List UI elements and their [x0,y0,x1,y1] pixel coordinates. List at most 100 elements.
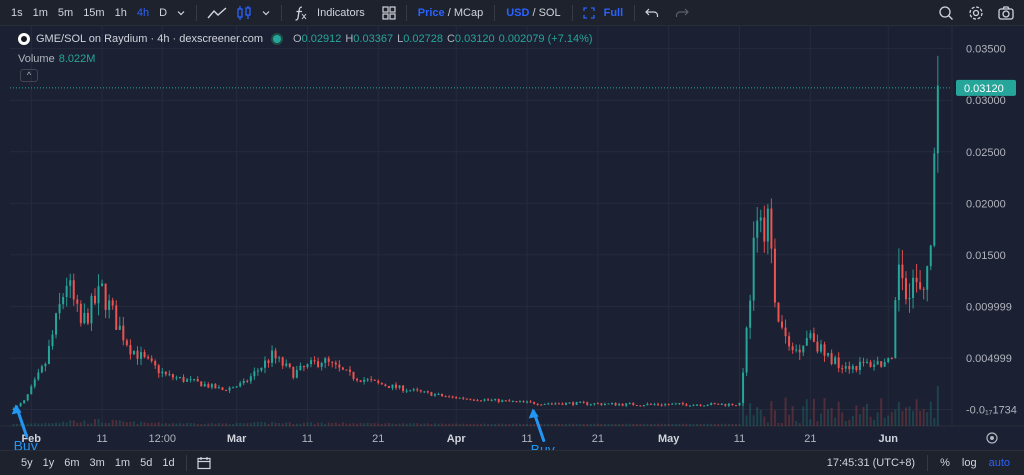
candle-body [444,396,447,398]
candle-body [472,399,475,401]
chart-area[interactable]: 0.03500 0.03000 0.02500 0.02000 0.01500 0.009… [0,26,1024,450]
volume-bar [186,422,189,426]
mcap-option[interactable]: MCap [453,6,484,19]
time-tick-label: 11 [521,433,532,445]
candle-body [926,266,929,290]
candle-body [235,386,238,388]
candle-body [338,364,341,368]
quick-search-icon[interactable] [934,0,958,26]
interval-1h[interactable]: 1h [114,6,127,19]
volume-bar [19,423,22,426]
price-chart[interactable]: 0.03500 0.03000 0.02500 0.02000 0.01500 0.009… [0,26,1024,450]
camera-icon[interactable] [994,0,1018,26]
volume-bar [802,406,805,426]
chevron-down-icon[interactable] [257,0,275,26]
candle-body [933,153,936,246]
interval-15m[interactable]: 15m [83,6,105,19]
time-scale-settings-icon [986,432,998,444]
volume-bar [210,423,213,426]
candle-body [639,405,642,407]
range-3m[interactable]: 3m [89,457,105,469]
usd-sol-toggle[interactable]: USD / SOL [506,6,561,19]
candle-body [788,336,791,347]
function-icon[interactable] [288,0,312,26]
candle-body [416,389,419,391]
clock-time[interactable]: 17:45:31 (UTC+8) [826,457,916,469]
undo-icon[interactable] [641,0,663,26]
candle-body [876,361,879,365]
indicators-button[interactable]: Indicators [317,6,365,19]
sol-option[interactable]: SOL [538,6,561,19]
candle-body [844,366,847,369]
candle-body [409,390,412,392]
range-1y[interactable]: 1y [42,457,55,469]
volume-bar [331,422,334,426]
percent-toggle[interactable]: % [940,457,950,469]
candle-body [710,403,713,406]
range-1d[interactable]: 1d [162,457,175,469]
candle-body [62,296,65,305]
interval-5m[interactable]: 5m [57,6,74,19]
volume-bar [83,420,86,426]
interval-d[interactable]: D [159,6,168,19]
fullscreen-icon[interactable] [579,0,599,26]
usd-option[interactable]: USD [506,6,530,19]
volume-bar [533,423,536,426]
layout-grid-icon[interactable] [378,0,400,26]
candle-body [678,403,681,405]
range-6m[interactable]: 6m [64,457,80,469]
volume-bar [564,423,567,426]
interval-1s[interactable]: 1s [11,6,23,19]
volume-bar [51,423,54,426]
candle-body [766,208,769,242]
candle-body [816,341,819,352]
volume-bar [603,423,606,426]
full-button[interactable]: Full [603,6,624,19]
volume-bar [819,413,822,426]
calendar-icon[interactable] [193,451,215,475]
redo-icon[interactable] [671,0,693,26]
volume-bar [706,423,709,426]
range-1m[interactable]: 1m [114,457,131,469]
volume-bar [196,423,199,426]
candle-body [635,405,638,407]
candle-body [734,405,737,407]
log-toggle[interactable]: log [961,457,977,469]
candle-body [341,367,344,370]
volume-bar [47,423,50,426]
candle-body [419,390,422,392]
volume-bar [90,423,93,426]
volume-bar [207,423,210,426]
candle-body [526,401,529,403]
candle-body [469,398,472,400]
candle-body [292,366,295,378]
volume-bar [611,423,614,426]
time-tick-label: Jun [878,433,898,445]
candles-icon[interactable] [231,0,257,26]
interval-1m[interactable]: 1m [32,6,48,19]
time-tick-label: Apr [447,433,467,445]
volume-bar [65,422,68,426]
volume-bar [455,423,458,426]
interval-4h[interactable]: 4h [136,6,150,19]
volume-bar [200,423,203,426]
auto-scale-toggle[interactable]: auto [988,457,1010,469]
price-mcap-toggle[interactable]: Price / MCap [417,6,484,19]
candle-body [649,403,652,405]
candle-body [288,363,291,367]
price-option[interactable]: Price [417,6,445,19]
volume-bar [320,422,323,426]
candle-body [529,401,532,403]
candle-body [621,404,624,406]
chevron-down-icon[interactable] [172,0,190,26]
volume-bar [228,423,231,426]
range-5y[interactable]: 5y [21,457,33,469]
volume-bar [104,422,107,426]
candle-body [731,403,734,406]
gear-icon[interactable] [964,0,988,26]
line-chart-icon[interactable] [203,0,231,26]
collapse-legend-button[interactable]: ^ [20,69,38,82]
range-5d[interactable]: 5d [140,457,153,469]
candle-body [161,371,164,374]
volume-bar [193,423,196,426]
